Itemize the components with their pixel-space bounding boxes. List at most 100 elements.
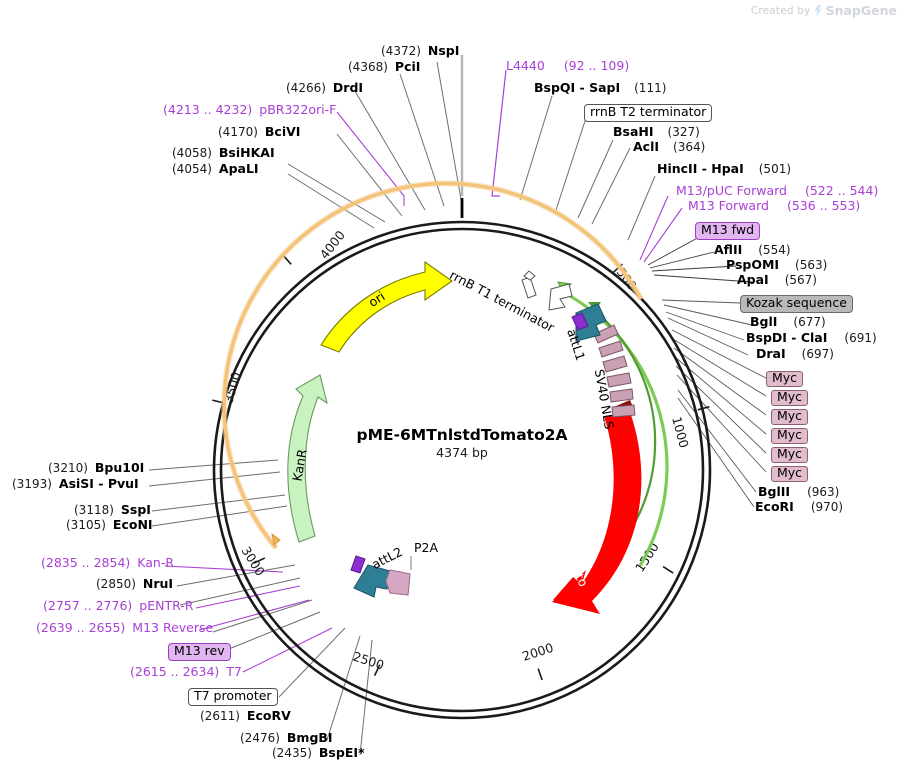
feature-myc-repeats: SV40 NLS <box>592 324 636 430</box>
label-myc-1[interactable]: Myc <box>766 369 804 387</box>
apai-name: ApaI <box>737 272 769 287</box>
label-apai[interactable]: ApaI (567) <box>737 272 817 287</box>
label-nspi[interactable]: (4372) NspI <box>381 44 459 58</box>
leader-lines-right-enzymes <box>647 229 753 283</box>
bspdi-name: BspDI - ClaI <box>746 330 828 345</box>
ecorv-name: EcoRV <box>246 708 291 723</box>
tick-label-1000: 1000 <box>669 415 692 450</box>
label-kozak-sequence[interactable]: Kozak sequence <box>740 294 853 313</box>
leader-lines-primer-right <box>639 195 683 263</box>
label-t7-primer[interactable]: (2615 .. 2634) T7 <box>130 664 242 679</box>
drdi-top-name: DrdI <box>332 80 364 95</box>
kanr-primer-position: (2835 .. 2854) <box>41 555 131 570</box>
m13-rev-badge: M13 rev <box>168 643 231 661</box>
label-m13-rev[interactable]: M13 rev <box>168 642 231 661</box>
label-t7-promoter[interactable]: T7 promoter <box>188 687 278 706</box>
myc-badge-6: Myc <box>771 466 809 482</box>
label-pbr322ori-f[interactable]: (4213 .. 4232) pBR322ori-F <box>163 103 336 117</box>
label-m13-fwd[interactable]: M13 fwd <box>695 221 761 240</box>
sspi-name: SspI <box>120 502 151 517</box>
ecorv-position: (2611) <box>200 709 240 723</box>
drai-position: (697) <box>801 347 834 361</box>
label-myc-2[interactable]: Myc <box>771 388 809 406</box>
myc-badge-1: Myc <box>766 371 804 387</box>
econi-name: EcoNI <box>112 517 153 532</box>
label-bspei[interactable]: (2435) BspEI* <box>272 746 365 760</box>
kozak-badge: Kozak sequence <box>740 295 853 313</box>
label-aflii[interactable]: AflII (554) <box>714 243 791 257</box>
acli-position: (364) <box>673 140 706 154</box>
pcii-position: (4368) <box>348 60 388 74</box>
bsihkai-position: (4058) <box>172 146 212 160</box>
pspomi-position: (563) <box>795 258 828 272</box>
label-m13-reverse[interactable]: (2639 .. 2655) M13 Reverse <box>36 620 214 635</box>
nrui-position: (2850) <box>96 577 136 591</box>
label-pspomi[interactable]: PspOMI (563) <box>726 258 828 272</box>
leader-lines-top-right <box>519 95 656 241</box>
bpu10i-name: Bpu10I <box>94 460 145 475</box>
asisi-position: (3193) <box>12 477 52 491</box>
label-acli[interactable]: AclI (364) <box>633 140 706 154</box>
label-apali[interactable]: (4054) ApaLI <box>172 161 259 176</box>
feature-p2a: P2A <box>385 540 438 596</box>
t7-name: T7 <box>226 664 242 679</box>
plasmid-size: 4374 bp <box>436 445 488 460</box>
label-m13-puc-forward[interactable]: M13/pUC Forward (522 .. 544) <box>676 183 879 198</box>
feature-label-ori: ori <box>366 289 388 310</box>
hincii-position: (501) <box>758 162 792 176</box>
label-drai[interactable]: DraI (697) <box>756 347 834 361</box>
label-kan-r-primer[interactable]: (2835 .. 2854) Kan-R <box>41 555 174 570</box>
label-bcivi[interactable]: (4170) BciVI <box>218 125 300 139</box>
label-bgli[interactable]: BglI (677) <box>750 315 826 329</box>
label-bsahi[interactable]: BsaHI (327) <box>613 125 700 139</box>
leader-lines-primer-left-bottom <box>164 565 333 673</box>
bcivi-position: (4170) <box>218 125 258 139</box>
m13rev-primer-name: M13 Reverse <box>132 620 214 635</box>
label-nrui[interactable]: (2850) NruI <box>96 577 173 591</box>
l4440-position: (92 .. 109) <box>563 58 630 73</box>
label-pcii[interactable]: (4368) PciI <box>348 60 420 74</box>
label-econi[interactable]: (3105) EcoNI <box>66 517 153 532</box>
watermark-prefix: Created by <box>750 4 811 17</box>
label-rrnb-t2-terminator[interactable]: rrnB T2 terminator <box>584 103 713 122</box>
label-ecori[interactable]: EcoRI (970) <box>755 500 843 514</box>
label-myc-5[interactable]: Myc <box>771 445 809 463</box>
bglii-position: (963) <box>807 485 840 499</box>
label-drdi-top[interactable]: (4266) DrdI <box>286 80 364 95</box>
label-hincii-hpai[interactable]: HincII - HpaI (501) <box>657 162 792 176</box>
apali-name: ApaLI <box>218 161 259 176</box>
label-ecorv[interactable]: (2611) EcoRV <box>200 708 291 723</box>
label-bspqi-sapi[interactable]: BspQI - SapI (111) <box>534 81 666 95</box>
rrnb-t2-badge: rrnB T2 terminator <box>584 104 713 122</box>
label-bspdi-clai[interactable]: BspDI - ClaI (691) <box>746 330 877 345</box>
label-bmgbi[interactable]: (2476) BmgBI <box>240 731 333 745</box>
myc-badge-3: Myc <box>771 409 809 425</box>
label-myc-4[interactable]: Myc <box>771 426 809 444</box>
tick-label-1500: 1500 <box>632 540 662 575</box>
label-sspi[interactable]: (3118) SspI <box>74 502 151 517</box>
myc-badge-4: Myc <box>771 428 809 444</box>
t7-position: (2615 .. 2634) <box>130 664 220 679</box>
label-bglii[interactable]: BglII (963) <box>758 485 840 499</box>
label-l4440[interactable]: L4440 (92 .. 109) <box>506 58 630 73</box>
m13puc-position: (522 .. 544) <box>804 183 879 198</box>
label-m13-forward[interactable]: M13 Forward (536 .. 553) <box>688 198 861 213</box>
m13rev-primer-position: (2639 .. 2655) <box>36 620 126 635</box>
label-myc-6[interactable]: Myc <box>771 464 809 482</box>
label-pentr-r[interactable]: (2757 .. 2776) pENTR-R <box>43 599 193 613</box>
myc-badge-5: Myc <box>771 447 809 463</box>
plasmid-name: pME-6MTnlstdTomato2A <box>356 426 567 444</box>
feature-label-p2a: P2A <box>414 540 438 555</box>
label-bpu10i[interactable]: (3210) Bpu10I <box>48 460 145 475</box>
feature-kanr: KanR <box>287 374 328 543</box>
aflii-position: (554) <box>758 243 791 257</box>
m13fwdp-position: (536 .. 553) <box>786 198 861 213</box>
tick-label-2000: 2000 <box>520 640 555 664</box>
drdi-top-position: (4266) <box>286 81 326 95</box>
econi-position: (3105) <box>66 518 106 532</box>
label-bsihkai[interactable]: (4058) BsiHKAI <box>172 146 275 160</box>
label-myc-3[interactable]: Myc <box>771 407 809 425</box>
m13puc-name: M13/pUC Forward <box>676 183 787 198</box>
label-asisi-pvui[interactable]: (3193) AsiSI - PvuI <box>12 477 139 491</box>
leader-lines-primer-left <box>336 111 405 206</box>
